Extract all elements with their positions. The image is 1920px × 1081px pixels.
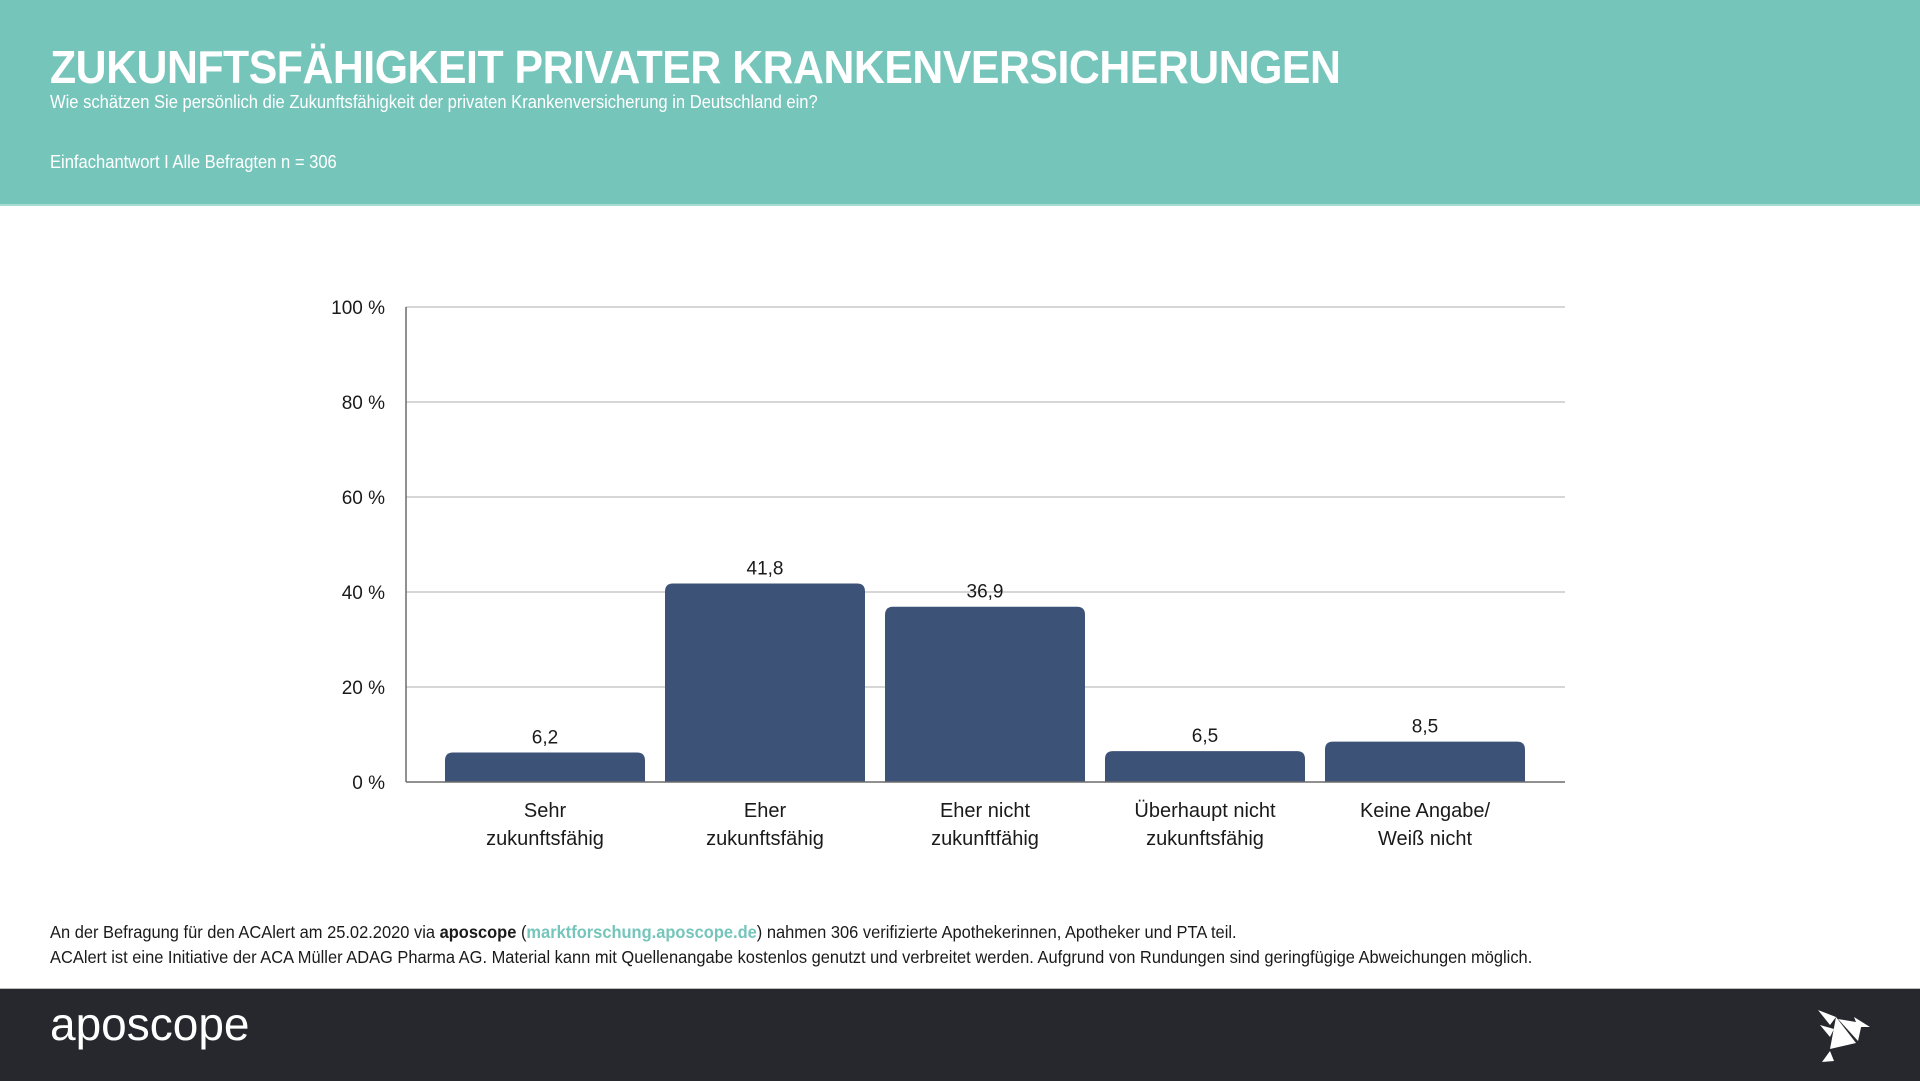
x-tick-label: zukunftsfähig <box>486 828 604 850</box>
aposcope-logo: aposcope <box>50 998 250 1050</box>
x-axis-labels: Sehr zukunftsfähig Eher zukunftsfähig Eher n… <box>486 800 1490 850</box>
value-label: 41,8 <box>747 558 784 579</box>
bar <box>885 606 1085 782</box>
bar <box>445 752 645 782</box>
footnote-text: An der Befragung für den ACAlert am 25.0… <box>50 922 440 942</box>
bar <box>1105 751 1305 782</box>
x-tick-label: zukunftsfähig <box>1146 828 1264 850</box>
x-tick-label: Keine Angabe/ <box>1360 800 1491 822</box>
y-tick-label: 80 % <box>342 393 385 414</box>
value-label: 8,5 <box>1412 717 1438 738</box>
y-tick-label: 100 % <box>331 298 385 319</box>
value-labels: 6,2 41,8 36,9 6,5 8,5 <box>532 558 1438 748</box>
x-tick-label: zukunftfähig <box>931 828 1039 850</box>
header-banner: ZUKUNFTSFÄHIGKEIT PRIVATER KRANKENVERSIC… <box>0 0 1920 206</box>
bar <box>1325 741 1525 782</box>
bars <box>445 583 1525 782</box>
bar <box>665 583 865 782</box>
brand-name: aposcope <box>439 922 517 942</box>
website-link[interactable]: marktforschung.aposcope.de <box>526 922 757 942</box>
x-tick-label: Eher <box>744 800 787 822</box>
value-label: 6,2 <box>532 728 558 749</box>
footer-bar: aposcope <box>0 988 1920 1081</box>
x-tick-label: Eher nicht <box>940 800 1030 822</box>
y-tick-label: 40 % <box>342 583 385 604</box>
x-tick-label: Überhaupt nicht <box>1134 800 1276 822</box>
footnotes: An der Befragung für den ACAlert am 25.0… <box>50 920 1532 970</box>
page-title: ZUKUNFTSFÄHIGKEIT PRIVATER KRANKENVERSIC… <box>50 41 1341 93</box>
origami-bird-icon <box>1818 1010 1870 1062</box>
survey-question: Wie schätzen Sie persönlich die Zukunfts… <box>50 92 818 112</box>
y-tick-label: 0 % <box>352 773 385 794</box>
y-tick-label: 60 % <box>342 488 385 509</box>
footnote-text: ) nahmen 306 verifizierte Apothekerinnen… <box>756 922 1237 942</box>
x-tick-label: zukunftsfähig <box>706 828 824 850</box>
value-label: 6,5 <box>1192 726 1218 747</box>
paren-open: ( <box>516 922 527 942</box>
x-tick-label: Weiß nicht <box>1378 828 1473 850</box>
footnote-line-2: ACAlert ist eine Initiative der ACA Müll… <box>50 947 1533 967</box>
footnote-line-1: An der Befragung für den ACAlert am 25.0… <box>50 920 1532 945</box>
y-tick-label: 20 % <box>342 678 385 699</box>
sample-info: Einfachantwort I Alle Befragten n = 306 <box>50 152 337 172</box>
y-axis-ticks: 0 % 20 % 40 % 60 % 80 % 100 % <box>331 298 385 794</box>
x-tick-label: Sehr <box>524 800 567 822</box>
value-label: 36,9 <box>967 582 1004 603</box>
